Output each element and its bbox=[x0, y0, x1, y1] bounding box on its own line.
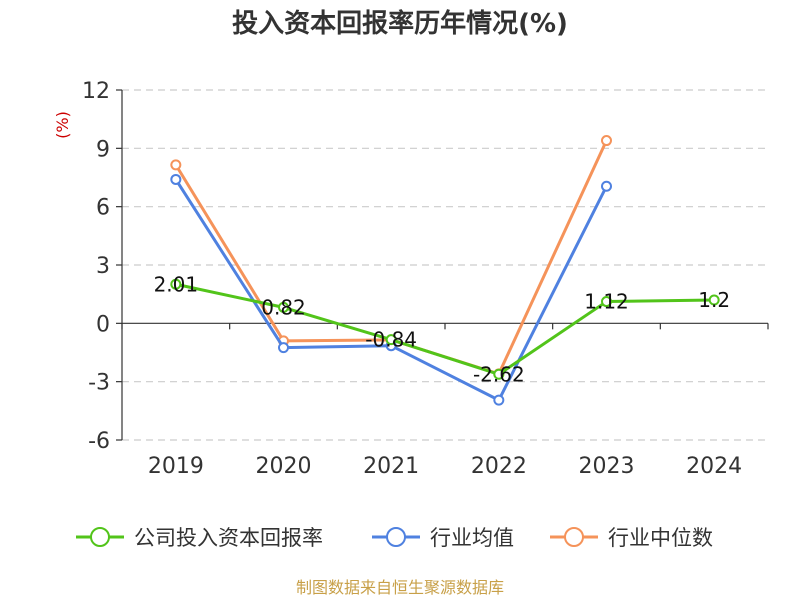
y-tick-label: 12 bbox=[82, 79, 110, 104]
series-point-0 bbox=[385, 334, 397, 346]
data-label: 1.12 bbox=[584, 290, 629, 314]
series-point-1 bbox=[601, 180, 612, 192]
series-point-0 bbox=[708, 294, 720, 306]
series-point-0 bbox=[170, 278, 182, 290]
legend-label: 公司投入资本回报率 bbox=[134, 526, 323, 550]
legend-label: 行业中位数 bbox=[608, 526, 713, 550]
x-tick-label: 2021 bbox=[363, 454, 419, 479]
series-line-1 bbox=[174, 178, 608, 402]
x-tick-label: 2022 bbox=[471, 454, 527, 479]
legend-label: 行业均值 bbox=[430, 526, 514, 550]
series-point-1 bbox=[278, 342, 289, 354]
series-layer bbox=[170, 135, 720, 406]
data-labels: 2.01 0.82 -0.84 -2.62 1.12 1.2 bbox=[154, 272, 731, 386]
series-point-0 bbox=[493, 368, 505, 380]
x-tick-label: 2023 bbox=[579, 454, 635, 479]
data-label: -0.84 bbox=[365, 328, 417, 352]
data-label: -2.62 bbox=[473, 362, 525, 386]
series-point-2 bbox=[170, 159, 182, 171]
x-tick-label: 2020 bbox=[256, 454, 312, 479]
legend-swatch-marker bbox=[386, 527, 406, 547]
series-point-0 bbox=[601, 296, 612, 308]
x-tick-label: 2019 bbox=[148, 454, 204, 479]
y-tick-label: -3 bbox=[88, 371, 110, 396]
series-line-0 bbox=[175, 282, 715, 376]
legend-swatch-marker bbox=[90, 527, 110, 547]
series-point-1 bbox=[493, 394, 505, 406]
grid bbox=[122, 89, 768, 441]
series-point-2 bbox=[601, 135, 612, 147]
y-tick-label: 0 bbox=[96, 312, 110, 337]
series-point-0 bbox=[278, 301, 289, 313]
y-tick-label: 3 bbox=[96, 254, 110, 279]
chart-title: 投入资本回报率历年情况(%) bbox=[232, 8, 568, 39]
legend: 公司投入资本回报率 行业均值 行业中位数 bbox=[76, 526, 713, 550]
y-tick-label: 6 bbox=[96, 196, 110, 221]
data-label: 0.82 bbox=[261, 295, 306, 319]
y-axis-label: (%) bbox=[53, 111, 72, 139]
data-label: 1.2 bbox=[698, 288, 730, 312]
y-tick-label: 9 bbox=[96, 137, 110, 162]
data-label: 2.01 bbox=[154, 272, 199, 296]
series-point-1 bbox=[170, 173, 182, 185]
x-tick-label: 2024 bbox=[686, 454, 742, 479]
legend-swatch-marker bbox=[564, 527, 584, 547]
axes: 12 9 6 3 0 -3 -6 2019 2020 2021 2022 2023 2024 bbox=[82, 79, 769, 479]
y-tick-label: -6 bbox=[88, 429, 110, 454]
source-note: 制图数据来自恒生聚源数据库 bbox=[296, 578, 504, 597]
